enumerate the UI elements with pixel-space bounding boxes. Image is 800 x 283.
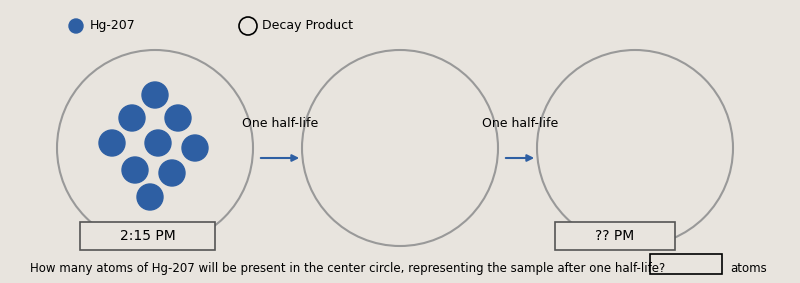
Circle shape bbox=[302, 50, 498, 246]
Bar bbox=[80, 222, 215, 250]
Circle shape bbox=[182, 135, 208, 161]
Circle shape bbox=[69, 19, 83, 33]
Circle shape bbox=[537, 50, 733, 246]
Circle shape bbox=[57, 50, 253, 246]
Text: atoms: atoms bbox=[730, 262, 766, 275]
Text: 2:15 PM: 2:15 PM bbox=[120, 229, 175, 243]
Circle shape bbox=[122, 157, 148, 183]
Text: Hg-207: Hg-207 bbox=[90, 20, 136, 33]
Circle shape bbox=[119, 105, 145, 131]
Bar bbox=[555, 222, 675, 250]
Circle shape bbox=[137, 184, 163, 210]
Circle shape bbox=[159, 160, 185, 186]
Bar bbox=[650, 254, 722, 274]
Circle shape bbox=[165, 105, 191, 131]
Circle shape bbox=[239, 17, 257, 35]
Text: One half-life: One half-life bbox=[242, 117, 318, 130]
Circle shape bbox=[99, 130, 125, 156]
Text: ?? PM: ?? PM bbox=[595, 229, 634, 243]
Circle shape bbox=[142, 82, 168, 108]
Text: How many atoms of Hg-207 will be present in the center circle, representing the : How many atoms of Hg-207 will be present… bbox=[30, 262, 666, 275]
Text: One half-life: One half-life bbox=[482, 117, 558, 130]
Text: Decay Product: Decay Product bbox=[262, 20, 353, 33]
Circle shape bbox=[145, 130, 171, 156]
